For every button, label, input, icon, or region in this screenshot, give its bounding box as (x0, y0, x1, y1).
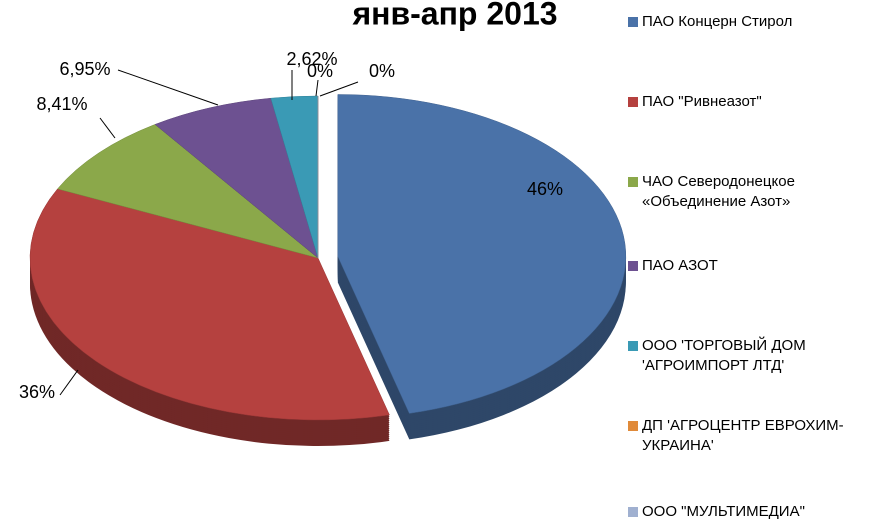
leader-line (319, 81, 359, 97)
legend-label: ПАО Концерн Стирол (642, 13, 793, 30)
legend-item: ООО "МУЛЬТИМЕДИА" (628, 502, 873, 522)
data-label: 2,62% (286, 49, 337, 69)
slice (154, 97, 319, 259)
legend-item: ДП 'АГРОЦЕНТР ЕВРОХИМ-УКРАИНА' (628, 416, 873, 456)
legend-label: ООО "МУЛЬТИМЕДИА" (642, 503, 805, 520)
legend-item: ПАО "Ривнеазот" (628, 92, 873, 112)
legend-swatch (628, 261, 638, 271)
data-label: 36% (19, 382, 55, 402)
legend-swatch (628, 341, 638, 351)
data-label: 8,41% (36, 94, 87, 114)
data-label: 6,95% (59, 59, 110, 79)
data-label: 46% (527, 179, 563, 199)
legend-item: ПАО Концерн Стирол (628, 12, 873, 32)
leader-line (59, 369, 79, 396)
slice (337, 94, 627, 414)
data-label: 0% (369, 61, 395, 81)
leader-line (315, 79, 319, 97)
legend-label: ПАО "Ривнеазот" (642, 93, 762, 110)
leader-line (99, 117, 116, 139)
legend-item: ПАО АЗОТ (628, 256, 873, 276)
legend-label: ПАО АЗОТ (642, 257, 718, 274)
legend-item: ЧАО Северодонецкое «Объединение Азот» (628, 172, 873, 212)
legend-item: ООО 'ТОРГОВЫЙ ДОМ 'АГРОИМПОРТ ЛТД' (628, 336, 873, 376)
legend-swatch (628, 17, 638, 27)
legend-label: ООО 'ТОРГОВЫЙ ДОМ 'АГРОИМПОРТ ЛТД' (642, 337, 806, 374)
leader-line (117, 69, 219, 106)
data-label: 0% (307, 61, 333, 81)
slice (29, 188, 390, 421)
legend-swatch (628, 507, 638, 517)
legend-label: ЧАО Северодонецкое «Объединение Азот» (642, 173, 795, 210)
legend-swatch (628, 421, 638, 431)
legend-swatch (628, 177, 638, 187)
legend-swatch (628, 97, 638, 107)
chart-title: янв-апр 2013 (351, 0, 557, 31)
slice (57, 124, 319, 259)
legend-label: ДП 'АГРОЦЕНТР ЕВРОХИМ-УКРАИНА' (642, 417, 844, 454)
